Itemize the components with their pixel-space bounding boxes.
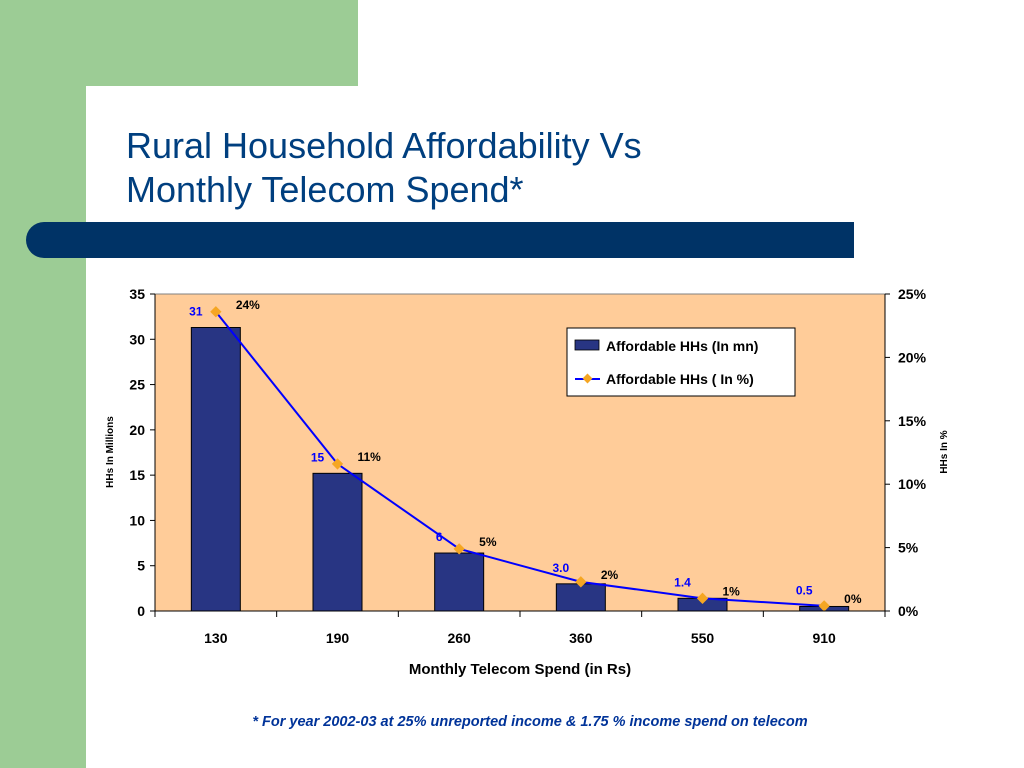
x-axis-title: Monthly Telecom Spend (in Rs): [409, 661, 631, 678]
bar-value-label: 6: [436, 530, 443, 544]
bar-190: [312, 472, 363, 612]
x-tick-label: 260: [447, 630, 471, 646]
y-tick-label: 15: [129, 467, 145, 483]
y2-tick-label: 15%: [898, 413, 927, 429]
y2-tick-label: 10%: [898, 476, 927, 492]
y2-tick-label: 25%: [898, 286, 927, 302]
x-tick-label: 130: [204, 630, 228, 646]
bar-360: [555, 583, 606, 612]
legend-bar-swatch: [574, 339, 600, 351]
bar-value-label: 31: [189, 305, 203, 319]
slide-title-line-2: Monthly Telecom Spend*: [126, 169, 524, 210]
legend-line-label: Affordable HHs ( In %): [606, 371, 754, 387]
pct-value-label: 0%: [844, 592, 862, 606]
background-green-top: [86, 0, 358, 86]
pct-value-label: 1%: [723, 584, 741, 598]
slide-title-line-1: Rural Household Affordability Vs: [126, 125, 642, 166]
pct-marker-910: [818, 600, 830, 612]
pct-marker-550: [696, 592, 709, 604]
x-tick-label: 190: [326, 630, 350, 646]
background-green-strip: [0, 0, 86, 768]
pct-value-label: 2%: [601, 568, 619, 582]
pct-marker-130: [210, 306, 222, 318]
bar-260: [434, 552, 485, 612]
bar-value-label: 3.0: [552, 561, 569, 575]
y2-axis-title: HHs In %: [939, 430, 950, 473]
y-tick-label: 5: [137, 558, 145, 574]
bar-value-label: 1.4: [674, 575, 691, 589]
y-tick-label: 25: [129, 377, 145, 393]
legend: Affordable HHs (In mn) Affordable HHs ( …: [566, 327, 796, 397]
title-underline-bar: [26, 222, 854, 258]
x-tick-label: 550: [691, 630, 715, 646]
x-tick-label: 910: [812, 630, 836, 646]
footnote: * For year 2002-03 at 25% unreported inc…: [252, 714, 808, 730]
y-tick-label: 10: [129, 512, 145, 528]
legend-box: [566, 327, 796, 397]
slide-title: Rural Household Affordability Vs Monthly…: [126, 124, 826, 212]
legend-marker: [582, 373, 593, 384]
pct-value-label: 5%: [479, 535, 497, 549]
bar-130: [190, 327, 241, 612]
affordable-pct-line: [215, 311, 825, 607]
y-tick-label: 35: [129, 286, 145, 302]
y-tick-label: 0: [137, 603, 145, 619]
legend-bar-label: Affordable HHs (In mn): [606, 338, 758, 354]
y-tick-label: 20: [129, 422, 145, 438]
y2-tick-label: 0%: [898, 603, 919, 619]
pct-value-label: 11%: [358, 450, 382, 464]
x-tick-label: 360: [569, 630, 593, 646]
y-tick-label: 30: [129, 331, 145, 347]
y2-tick-label: 20%: [898, 349, 927, 365]
y-axis-title: HHs In Millions: [105, 416, 116, 488]
pct-marker-260: [453, 543, 465, 555]
pct-value-label: 24%: [236, 298, 260, 312]
bar-value-label: 15: [311, 450, 325, 464]
pct-marker-360: [575, 576, 587, 588]
y2-tick-label: 5%: [898, 540, 919, 556]
pct-marker-190: [331, 458, 344, 470]
bar-value-label: 0.5: [796, 583, 813, 597]
background-rounded-corner: [86, 86, 196, 196]
